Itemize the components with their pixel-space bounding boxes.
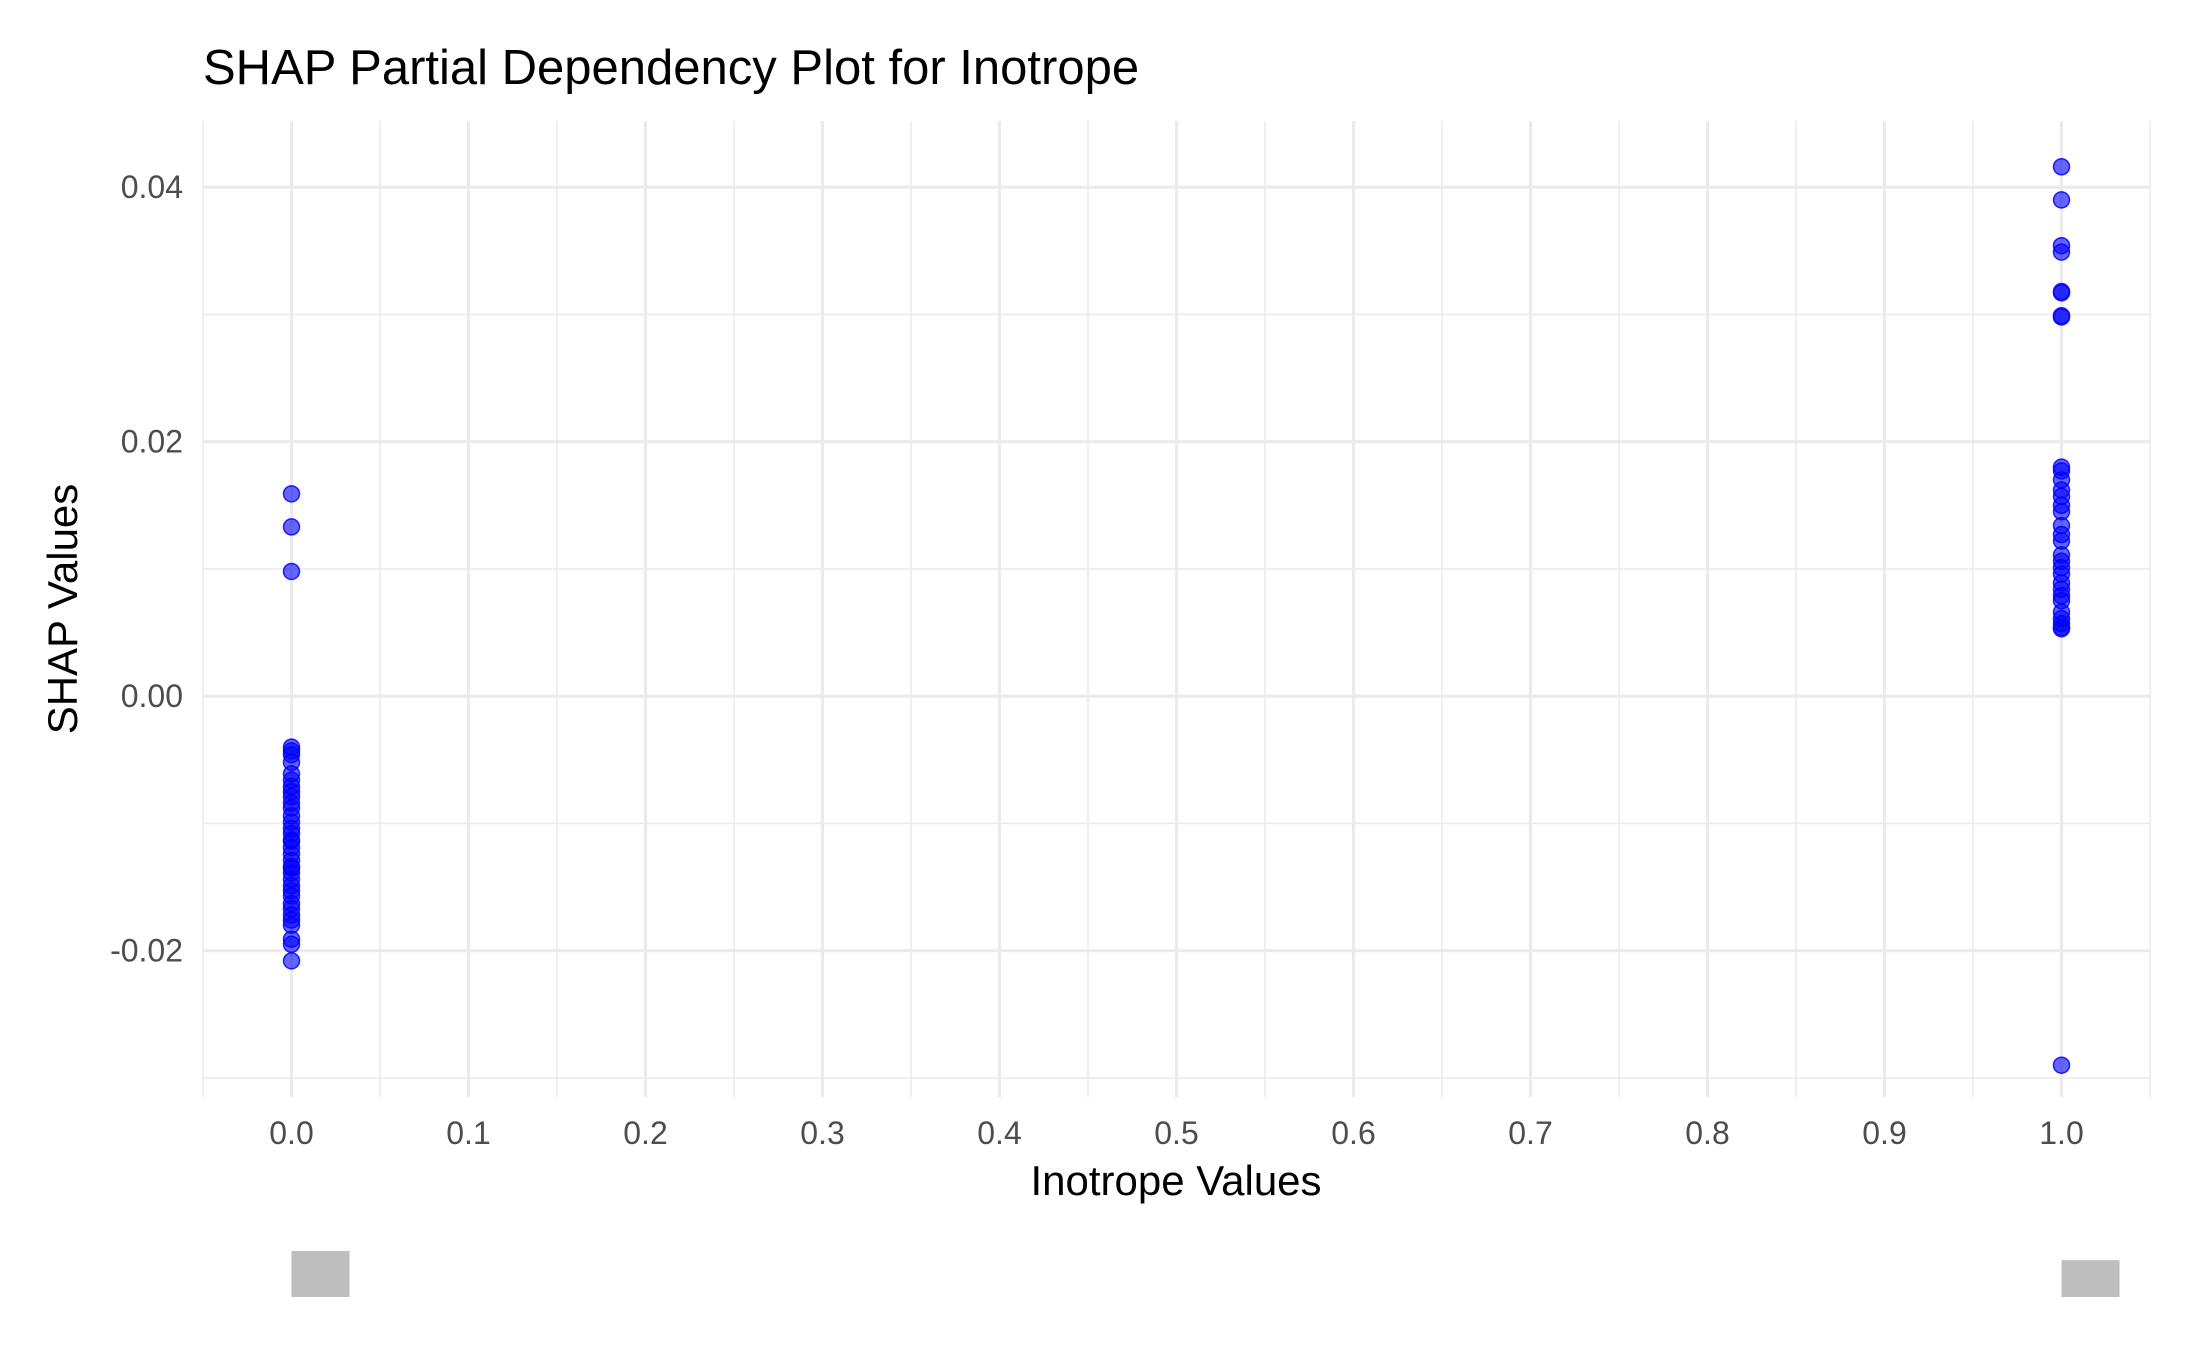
data-point (2052, 158, 2071, 176)
x-tick-label: 0.6 (1331, 1115, 1375, 1151)
y-tick-label: 0.04 (121, 169, 183, 205)
x-tick-label: 0.2 (623, 1115, 667, 1151)
data-point (282, 952, 301, 970)
data-point (282, 562, 301, 581)
scatter-points (282, 158, 2071, 1074)
x-tick-label: 0.9 (1862, 1115, 1906, 1151)
data-point (282, 859, 301, 877)
data-point (2052, 1056, 2071, 1074)
x-tick-label: 0.0 (269, 1115, 313, 1151)
y-tick-label: -0.02 (110, 933, 183, 969)
x-tick-label: 0.1 (446, 1115, 490, 1151)
distribution-bar (291, 1251, 350, 1297)
data-point (2052, 191, 2071, 209)
y-axis-tick-labels: -0.02 0.00 0.02 0.04 (110, 169, 183, 968)
chart-title: SHAP Partial Dependency Plot for Inotrop… (203, 41, 1139, 95)
y-tick-label: 0.02 (121, 424, 183, 460)
distribution-bar (2061, 1260, 2120, 1297)
data-point (2052, 243, 2071, 261)
x-axis-tick-labels: 0.0 0.1 0.2 0.3 0.4 0.5 0.6 0.7 0.8 0.9 1.0 (269, 1115, 2083, 1151)
x-tick-label: 0.3 (800, 1115, 844, 1151)
data-point (2052, 308, 2071, 326)
data-point (282, 753, 301, 772)
x-tick-label: 1.0 (2039, 1115, 2083, 1151)
data-point (2052, 284, 2071, 302)
data-point (282, 485, 301, 503)
y-axis-title: SHAP Values (39, 484, 86, 735)
x-axis-title: Inotrope Values (1030, 1157, 1321, 1204)
x-tick-label: 0.8 (1685, 1115, 1729, 1151)
data-point (282, 782, 301, 801)
minor-gridlines-x (202, 121, 2151, 1097)
data-point (282, 935, 301, 954)
x-tick-label: 0.7 (1508, 1115, 1552, 1151)
data-point (282, 831, 301, 849)
x-tick-label: 0.5 (1154, 1115, 1198, 1151)
data-point (2052, 619, 2071, 638)
marginal-distribution-bars (291, 1251, 2120, 1297)
x-tick-label: 0.4 (977, 1115, 1021, 1151)
data-point (282, 518, 301, 536)
y-tick-label: 0.00 (121, 678, 183, 714)
